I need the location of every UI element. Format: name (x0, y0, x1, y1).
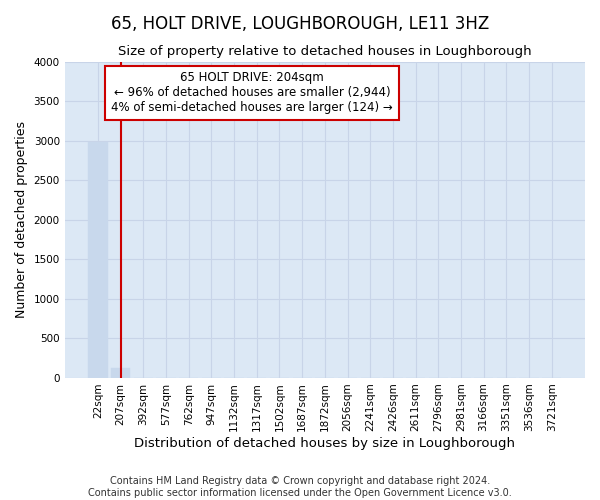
Title: Size of property relative to detached houses in Loughborough: Size of property relative to detached ho… (118, 45, 532, 58)
X-axis label: Distribution of detached houses by size in Loughborough: Distribution of detached houses by size … (134, 437, 515, 450)
Text: 65 HOLT DRIVE: 204sqm
← 96% of detached houses are smaller (2,944)
4% of semi-de: 65 HOLT DRIVE: 204sqm ← 96% of detached … (111, 72, 393, 114)
Y-axis label: Number of detached properties: Number of detached properties (15, 122, 28, 318)
Text: Contains HM Land Registry data © Crown copyright and database right 2024.
Contai: Contains HM Land Registry data © Crown c… (88, 476, 512, 498)
Bar (111, 368, 130, 378)
Bar (88, 142, 107, 378)
Text: 65, HOLT DRIVE, LOUGHBOROUGH, LE11 3HZ: 65, HOLT DRIVE, LOUGHBOROUGH, LE11 3HZ (111, 15, 489, 33)
